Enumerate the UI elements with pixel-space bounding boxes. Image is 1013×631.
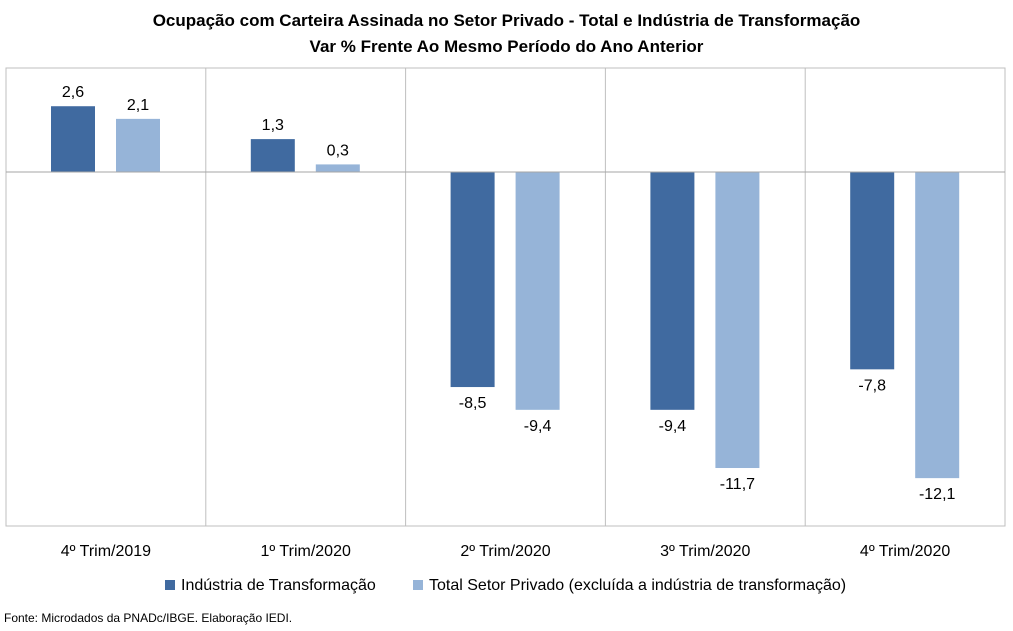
data-label: 2,1 [127, 97, 149, 114]
bar [850, 172, 895, 370]
bar [650, 172, 695, 410]
bar [116, 118, 160, 172]
data-label: -7,8 [858, 377, 886, 394]
source-note: Fonte: Microdados da PNADc/IBGE. Elabora… [4, 611, 293, 625]
x-tick-label: 3º Trim/2020 [660, 543, 750, 560]
data-label: -8,5 [459, 395, 487, 412]
data-label: 0,3 [327, 142, 349, 159]
chart-title: Ocupação com Carteira Assinada no Setor … [152, 11, 861, 30]
data-label: -11,7 [720, 476, 755, 493]
bar [450, 172, 495, 388]
chart-subtitle: Var % Frente Ao Mesmo Período do Ano Ant… [309, 37, 704, 56]
legend-label: Indústria de Transformação [181, 577, 376, 594]
x-tick-label: 4º Trim/2020 [860, 543, 950, 560]
plot-area [5, 67, 1006, 527]
data-label: -9,4 [659, 418, 687, 435]
legend-label: Total Setor Privado (excluída a indústri… [429, 577, 846, 594]
data-label: 2,6 [62, 84, 84, 101]
bar [515, 172, 560, 410]
x-tick-label: 2º Trim/2020 [460, 543, 550, 560]
legend-swatch [165, 580, 175, 590]
data-label: -12,1 [919, 486, 956, 503]
bar [250, 139, 295, 172]
legend-swatch [413, 580, 423, 590]
data-label: 1,3 [262, 117, 284, 134]
x-tick-label: 4º Trim/2019 [61, 543, 151, 560]
x-tick-label: 1º Trim/2020 [261, 543, 351, 560]
bar [51, 106, 95, 172]
bar [915, 172, 960, 479]
bar [715, 172, 760, 469]
data-label: -9,4 [524, 418, 552, 435]
bar [315, 164, 360, 172]
